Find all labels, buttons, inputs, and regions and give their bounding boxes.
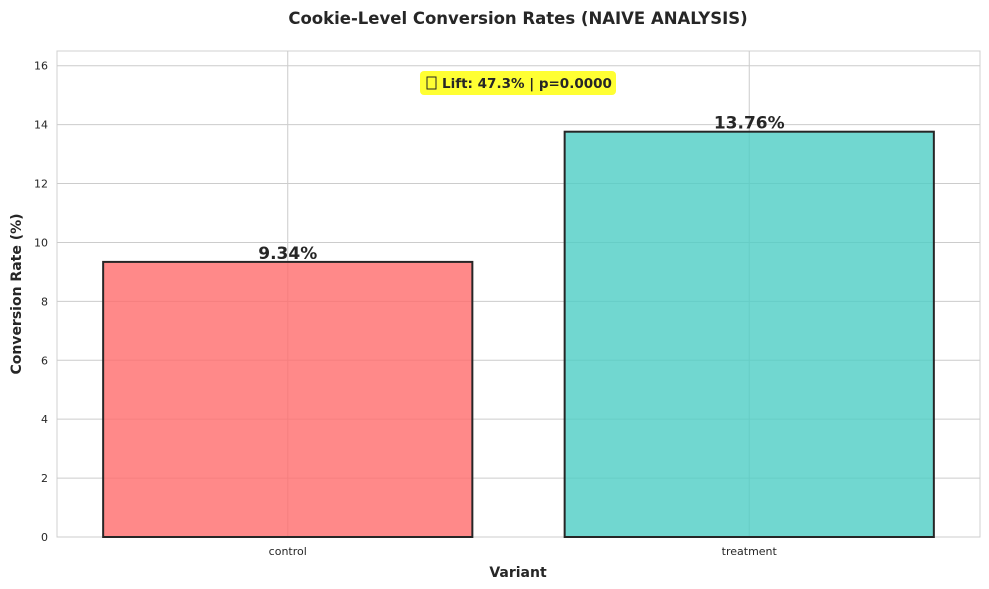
chart-title: Cookie-Level Conversion Rates (NAIVE ANA…: [288, 9, 747, 28]
y-tick-label: 14: [34, 119, 48, 132]
chart-icon: [426, 76, 437, 90]
plot-area: 0 2 4 6 8 10 12 14 16 control treatment 9.34% 13.7…: [34, 50, 981, 558]
y-tick-label: 10: [34, 236, 48, 249]
x-axis-label: Variant: [489, 565, 547, 581]
annotation-box: [420, 71, 616, 95]
y-tick-label: 4: [41, 413, 48, 426]
bar-control: [102, 260, 474, 538]
data-labels: 9.34% 13.76%: [258, 114, 784, 264]
y-tick-label: 8: [41, 295, 48, 308]
y-tick-label: 12: [34, 178, 48, 191]
x-tick-label: treatment: [722, 545, 778, 558]
x-axis-ticks: control treatment: [269, 545, 778, 558]
x-tick-label: control: [269, 545, 307, 558]
data-label-treatment: 13.76%: [714, 114, 785, 134]
y-axis-ticks: 0 2 4 6 8 10 12 14 16: [34, 60, 48, 544]
y-tick-label: 6: [41, 354, 48, 367]
annotation-text: Lift: 47.3% | p=0.0000: [442, 76, 612, 92]
y-tick-label: 16: [34, 60, 48, 73]
data-label-control: 9.34%: [258, 244, 317, 264]
y-tick-label: 0: [41, 531, 48, 544]
y-axis-label: Conversion Rate (%): [9, 213, 25, 374]
bars: [102, 130, 935, 539]
y-tick-label: 2: [41, 472, 48, 485]
bar-treatment: [563, 130, 935, 539]
lift-annotation: Lift: 47.3% | p=0.0000: [420, 71, 616, 95]
